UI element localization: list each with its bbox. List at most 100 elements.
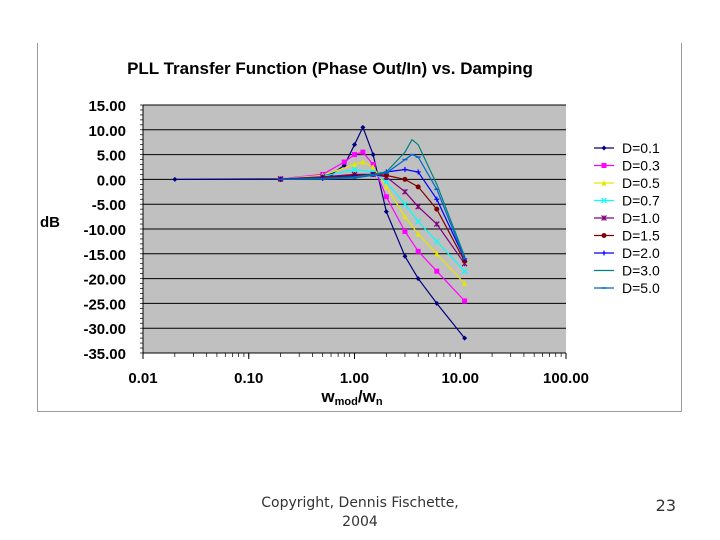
legend-item: D=2.0 xyxy=(594,245,660,261)
x-tick-label: 1.00 xyxy=(340,370,369,387)
data-point xyxy=(402,201,408,208)
marker-stroke xyxy=(433,238,440,245)
marker-stroke xyxy=(351,166,358,173)
x-label-sub2: n xyxy=(376,396,383,408)
data-point xyxy=(601,145,607,151)
data-point xyxy=(383,194,389,200)
marker-stroke xyxy=(383,178,390,185)
data-point xyxy=(415,230,421,237)
marker-stroke xyxy=(461,268,468,275)
chart-title: PLL Transfer Function (Phase Out/In) vs.… xyxy=(127,59,533,78)
data-point xyxy=(434,206,440,212)
y-tick-label: -30.00 xyxy=(83,321,126,338)
y-tick-label: -5.00 xyxy=(92,197,126,214)
x-axis-label: wmod/wn xyxy=(320,387,382,408)
legend-label: D=0.7 xyxy=(622,193,660,209)
data-point xyxy=(601,197,607,204)
data-point xyxy=(402,188,408,195)
data-point xyxy=(601,180,607,186)
chart-frame xyxy=(37,43,682,412)
x-axis: 0.01 0.10 1.00 10.00 100.00 xyxy=(128,352,589,387)
series-line xyxy=(280,153,466,260)
y-axis-label: dB xyxy=(40,214,60,231)
series-layer xyxy=(172,124,468,341)
y-tick-label: -10.00 xyxy=(83,222,126,239)
data-point xyxy=(415,184,421,190)
data-point xyxy=(601,233,607,238)
data-point xyxy=(601,250,607,256)
series-D=5.0 xyxy=(278,153,468,260)
data-point xyxy=(402,166,408,172)
legend-item: D=5.0 xyxy=(594,280,660,296)
data-point xyxy=(341,159,347,165)
data-point xyxy=(434,268,440,274)
data-point xyxy=(601,163,607,168)
legend-item: D=0.5 xyxy=(594,175,660,191)
data-point xyxy=(402,176,408,182)
legend-label: D=3.0 xyxy=(622,263,660,279)
marker-stroke xyxy=(601,197,607,204)
series-D=3.0 xyxy=(280,138,466,257)
legend-label: D=2.0 xyxy=(622,245,660,261)
data-point xyxy=(402,213,408,220)
legend-item: D=1.5 xyxy=(594,228,660,244)
data-point xyxy=(433,221,440,227)
data-point xyxy=(462,335,468,341)
legend-label: D=0.3 xyxy=(622,158,660,174)
data-point xyxy=(415,169,421,175)
data-point xyxy=(360,124,366,130)
legend-item: D=0.7 xyxy=(594,193,660,209)
data-point xyxy=(383,178,390,185)
data-point xyxy=(434,300,440,306)
data-point xyxy=(434,196,440,202)
x-tick-label: 10.00 xyxy=(441,370,479,387)
marker-stroke xyxy=(402,201,408,208)
legend-item: D=1.0 xyxy=(594,210,660,226)
data-point xyxy=(352,161,357,168)
data-point xyxy=(415,218,422,225)
legend-label: D=0.5 xyxy=(622,175,660,191)
y-tick-label: 10.00 xyxy=(88,123,126,140)
data-point xyxy=(462,298,468,304)
copyright-text: Copyright, Dennis Fischette, 2004 xyxy=(250,494,470,532)
x-label-sub1: mod xyxy=(335,396,358,408)
y-tick-label: -20.00 xyxy=(83,272,126,289)
y-tick-label: -25.00 xyxy=(83,296,126,313)
x-tick-label: 0.01 xyxy=(128,370,157,387)
data-point xyxy=(415,276,421,282)
data-point xyxy=(360,149,366,155)
data-point xyxy=(383,209,389,215)
data-point xyxy=(370,152,376,158)
data-point xyxy=(351,166,358,173)
data-point xyxy=(402,253,408,259)
legend-item: D=0.3 xyxy=(594,158,660,174)
marker-stroke xyxy=(415,218,422,225)
y-tick-label: -15.00 xyxy=(83,247,126,264)
data-point xyxy=(601,215,607,221)
data-point xyxy=(352,152,357,158)
legend-item: D=0.1 xyxy=(594,140,660,156)
legend-label: D=1.5 xyxy=(622,228,660,244)
data-point xyxy=(370,164,376,170)
legend-label: D=1.0 xyxy=(622,210,660,226)
legend-label: D=0.1 xyxy=(622,140,660,156)
series-line xyxy=(280,138,466,257)
data-point xyxy=(383,172,389,178)
y-tick-label: -35.00 xyxy=(83,346,126,363)
data-point xyxy=(433,238,440,245)
x-label-slash: /w xyxy=(358,387,377,406)
data-point xyxy=(434,250,440,257)
data-point xyxy=(172,176,178,182)
legend-label: D=5.0 xyxy=(622,280,660,296)
data-point xyxy=(352,142,357,148)
y-axis: 15.00 10.00 5.00 0.00 -5.00 -10.00 -15.00 -20.0… xyxy=(83,98,144,363)
x-tick-label: 100.00 xyxy=(543,370,589,387)
data-point xyxy=(415,248,421,254)
slide-number: 23 xyxy=(655,496,676,515)
data-point xyxy=(462,280,468,287)
y-tick-label: 0.00 xyxy=(97,172,126,189)
data-point xyxy=(360,159,366,165)
data-point xyxy=(461,268,468,275)
x-label-w: w xyxy=(320,387,335,406)
